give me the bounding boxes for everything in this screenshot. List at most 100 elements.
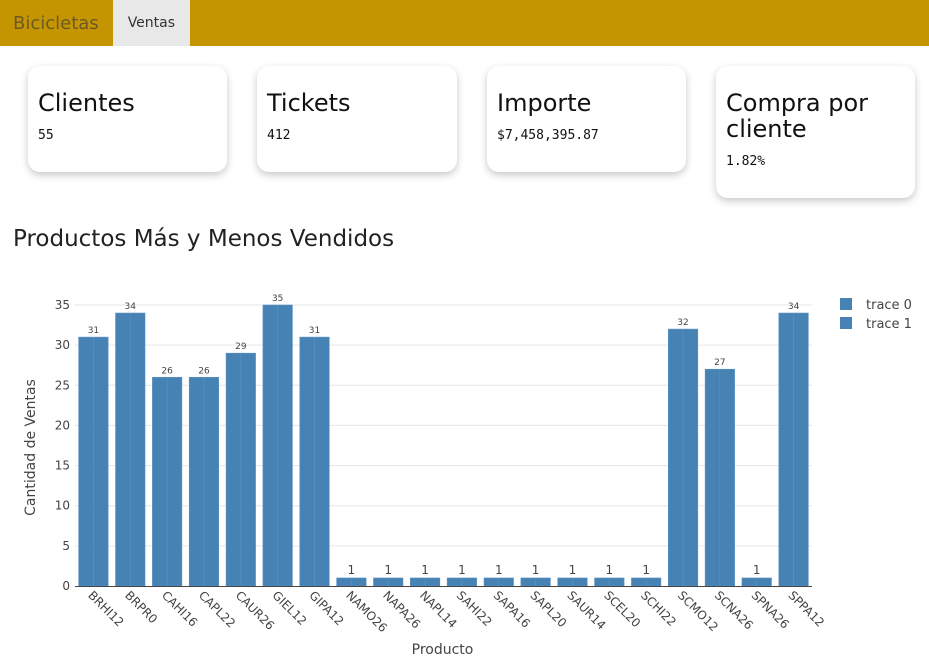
data-label: 1 bbox=[569, 563, 577, 577]
kpi-card-tickets: Tickets 412 bbox=[257, 66, 457, 172]
kpi-card-compra-por-cliente: Compra por cliente 1.82% bbox=[716, 66, 915, 198]
bar-segment[interactable] bbox=[446, 577, 463, 587]
data-label: 26 bbox=[161, 366, 173, 376]
bar-segment[interactable] bbox=[793, 312, 809, 587]
kpi-value: $7,458,395.87 bbox=[497, 128, 599, 143]
data-label: 1 bbox=[642, 563, 650, 577]
bar-segment[interactable] bbox=[262, 304, 278, 587]
y-axis-title: Cantidad de Ventas bbox=[23, 379, 39, 516]
x-tick-label: CAPL22 bbox=[196, 588, 238, 630]
legend-label[interactable]: trace 1 bbox=[866, 317, 912, 332]
x-tick-label: SAPA16 bbox=[491, 588, 533, 630]
bar-segment[interactable] bbox=[557, 577, 573, 587]
bar-napl14[interactable] bbox=[410, 577, 441, 587]
bar-sapl20[interactable] bbox=[520, 577, 551, 587]
x-tick-label: CAUR26 bbox=[233, 588, 278, 633]
legend-swatch[interactable] bbox=[840, 317, 852, 329]
bar-segment[interactable] bbox=[299, 336, 315, 587]
data-label: 29 bbox=[235, 342, 247, 352]
data-label: 34 bbox=[125, 302, 137, 312]
y-tick-label: 20 bbox=[55, 418, 70, 432]
bar-segment[interactable] bbox=[631, 577, 647, 587]
bar-segment[interactable] bbox=[498, 577, 514, 587]
bar-spna26[interactable] bbox=[741, 577, 772, 587]
bar-scna26[interactable] bbox=[704, 368, 735, 587]
bar-segment[interactable] bbox=[410, 577, 426, 587]
bar-segment[interactable] bbox=[594, 577, 610, 587]
bar-segment[interactable] bbox=[240, 352, 256, 587]
bar-segment[interactable] bbox=[572, 577, 588, 587]
bar-segment[interactable] bbox=[387, 577, 404, 587]
bar-segment[interactable] bbox=[93, 336, 109, 587]
bar-segment[interactable] bbox=[741, 577, 758, 587]
bar-segment[interactable] bbox=[756, 577, 772, 587]
bar-segment[interactable] bbox=[78, 336, 94, 587]
bar-caur26[interactable] bbox=[225, 352, 256, 587]
bar-segment[interactable] bbox=[188, 376, 205, 587]
bar-segment[interactable] bbox=[166, 376, 183, 587]
bar-segment[interactable] bbox=[351, 577, 367, 587]
bar-segment[interactable] bbox=[704, 368, 721, 587]
data-label: 32 bbox=[677, 318, 688, 328]
x-tick-label: BRPR0 bbox=[122, 588, 160, 626]
y-tick-label: 5 bbox=[62, 539, 70, 553]
navbar: Bicicletas Ventas bbox=[0, 0, 929, 46]
bar-segment[interactable] bbox=[535, 577, 551, 587]
bar-gipa12[interactable] bbox=[299, 336, 330, 587]
bar-sahi22[interactable] bbox=[446, 577, 477, 587]
brand-logo[interactable]: Bicicletas bbox=[13, 12, 99, 34]
bar-cahi16[interactable] bbox=[152, 376, 183, 587]
bar-segment[interactable] bbox=[667, 328, 684, 587]
legend-item[interactable]: trace 0 bbox=[840, 298, 912, 313]
bar-segment[interactable] bbox=[129, 312, 146, 587]
legend: trace 0 trace 1 bbox=[840, 298, 912, 332]
bar-segment[interactable] bbox=[483, 577, 500, 587]
bar-segment[interactable] bbox=[203, 376, 220, 587]
bar-brhi12[interactable] bbox=[78, 336, 109, 587]
bar-saur14[interactable] bbox=[557, 577, 588, 587]
x-tick-label: BRHI12 bbox=[85, 588, 126, 629]
bar-segment[interactable] bbox=[520, 577, 536, 587]
data-label: 34 bbox=[788, 302, 800, 312]
bar-capl22[interactable] bbox=[188, 376, 220, 587]
bar-segment[interactable] bbox=[719, 368, 735, 587]
bar-segment[interactable] bbox=[424, 577, 441, 587]
bar-sppa12[interactable] bbox=[778, 312, 809, 587]
bar-segment[interactable] bbox=[461, 577, 477, 587]
bar-brpr0[interactable] bbox=[115, 312, 146, 587]
bar-segment[interactable] bbox=[609, 577, 625, 587]
bar-scel20[interactable] bbox=[594, 577, 625, 587]
legend-swatch[interactable] bbox=[840, 298, 852, 310]
tab-ventas[interactable]: Ventas bbox=[112, 0, 191, 46]
y-tick-label: 0 bbox=[62, 579, 70, 593]
bar-segment[interactable] bbox=[277, 304, 293, 587]
kpi-title: Clientes bbox=[38, 89, 135, 117]
bar-segment[interactable] bbox=[336, 577, 352, 587]
bar-giel12[interactable] bbox=[262, 304, 293, 587]
bar-segment[interactable] bbox=[645, 577, 662, 587]
bar-segment[interactable] bbox=[373, 577, 389, 587]
legend-item[interactable]: trace 1 bbox=[840, 317, 912, 332]
bar-segment[interactable] bbox=[682, 328, 699, 587]
kpi-title: Tickets bbox=[267, 89, 351, 117]
data-label: 1 bbox=[458, 563, 466, 577]
kpi-title: Compra por cliente bbox=[726, 89, 869, 143]
x-tick-label: GIPA12 bbox=[306, 588, 346, 628]
x-tick-label: SAPL20 bbox=[528, 588, 570, 630]
y-tick-label: 15 bbox=[55, 459, 70, 473]
bar-namo26[interactable] bbox=[336, 577, 367, 587]
x-tick-label: NAPL14 bbox=[417, 588, 460, 631]
x-tick-label: SPPA12 bbox=[785, 588, 827, 630]
bar-scmo12[interactable] bbox=[667, 328, 699, 587]
x-tick-label: CAHI16 bbox=[159, 588, 200, 629]
bar-segment[interactable] bbox=[115, 312, 131, 587]
bar-segment[interactable] bbox=[314, 336, 330, 587]
bar-schi22[interactable] bbox=[631, 577, 662, 587]
data-label: 35 bbox=[272, 294, 283, 304]
bar-sapa16[interactable] bbox=[483, 577, 514, 587]
legend-label[interactable]: trace 0 bbox=[866, 298, 912, 313]
bar-napa26[interactable] bbox=[373, 577, 404, 587]
bar-segment[interactable] bbox=[152, 376, 168, 587]
bar-segment[interactable] bbox=[225, 352, 242, 587]
bar-segment[interactable] bbox=[778, 312, 794, 587]
